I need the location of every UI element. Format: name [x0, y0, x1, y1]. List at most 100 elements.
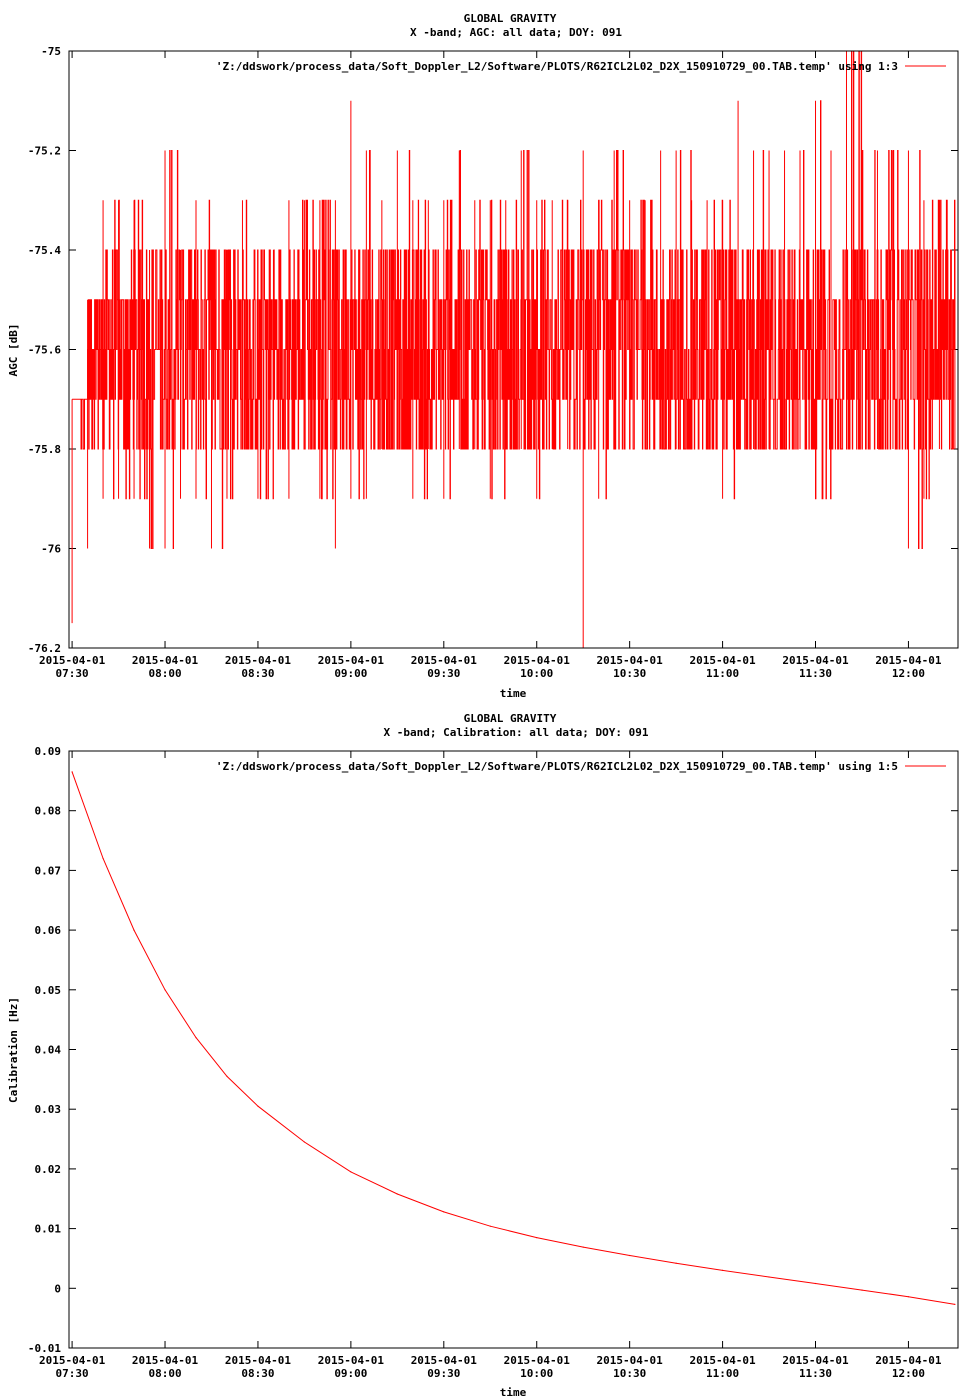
x-tick-date-label: 2015-04-01 — [597, 1354, 664, 1367]
calibration-point — [350, 1171, 352, 1173]
x-tick-date-label: 2015-04-01 — [318, 1354, 385, 1367]
calibration-x-axis-label: time — [500, 1386, 527, 1399]
x-tick-time-label: 07:30 — [56, 1367, 89, 1380]
calibration-point — [396, 1193, 398, 1195]
y-tick-label: 0.04 — [35, 1044, 62, 1057]
calibration-point — [814, 1282, 817, 1285]
calibration-point — [133, 929, 135, 931]
y-tick-label: -75 — [41, 45, 61, 58]
agc-plot-border — [68, 50, 959, 649]
x-tick-date-label: 2015-04-01 — [411, 1354, 478, 1367]
x-tick-date-label: 2015-04-01 — [132, 1354, 199, 1367]
calibration-series — [71, 771, 956, 1305]
x-tick-time-label: 11:00 — [706, 1367, 739, 1380]
x-tick-time-label: 10:30 — [613, 1367, 646, 1380]
y-tick-label: -75.6 — [28, 344, 61, 357]
y-tick-label: 0.05 — [35, 984, 62, 997]
x-tick-date-label: 2015-04-01 — [132, 654, 199, 667]
x-tick-time-label: 10:30 — [613, 667, 646, 680]
y-tick-label: 0 — [54, 1282, 61, 1295]
x-tick-date-label: 2015-04-01 — [39, 654, 106, 667]
calibration-x-tick-labels: 2015-04-0107:302015-04-0108:002015-04-01… — [39, 1354, 942, 1380]
y-tick-label: 0.06 — [35, 924, 62, 937]
calibration-series-line — [71, 771, 955, 1305]
agc-legend-label: 'Z:/ddswork/process_data/Soft_Doppler_L2… — [216, 60, 898, 73]
calibration-point — [195, 1037, 197, 1039]
x-tick-date-label: 2015-04-01 — [504, 654, 571, 667]
y-tick-label: 0.09 — [35, 745, 62, 758]
y-tick-label: 0.03 — [35, 1103, 62, 1116]
x-tick-time-label: 09:30 — [427, 667, 460, 680]
x-tick-time-label: 08:00 — [148, 667, 181, 680]
calibration-chart-subtitle: X -band; Calibration: all data; DOY: 091 — [384, 726, 649, 739]
y-tick-label: -75.4 — [28, 244, 61, 257]
calibration-point — [102, 857, 104, 860]
x-tick-date-label: 2015-04-01 — [411, 654, 478, 667]
x-tick-date-label: 2015-04-01 — [689, 654, 756, 667]
calibration-point — [954, 1303, 956, 1305]
calibration-y-axis-label: Calibration [Hz] — [7, 997, 20, 1103]
y-tick-label: -76.2 — [28, 642, 61, 655]
x-tick-time-label: 11:30 — [799, 1367, 832, 1380]
x-tick-date-label: 2015-04-01 — [39, 1354, 106, 1367]
x-tick-date-label: 2015-04-01 — [225, 1354, 292, 1367]
x-tick-date-label: 2015-04-01 — [782, 1354, 849, 1367]
y-tick-label: 0.08 — [35, 805, 62, 818]
x-tick-time-label: 10:00 — [520, 667, 553, 680]
agc-y-tick-labels: -75 -75.2 -75.4 -75.6 -75.8 -76 -76.2 — [28, 45, 61, 655]
x-tick-date-label: 2015-04-01 — [875, 654, 942, 667]
x-tick-date-label: 2015-04-01 — [782, 654, 849, 667]
calibration-point — [226, 1075, 228, 1077]
calibration-point — [722, 1269, 724, 1271]
agc-series — [71, 50, 956, 648]
y-tick-label: 0.07 — [35, 864, 62, 877]
calibration-point — [582, 1246, 584, 1248]
agc-panel: GLOBAL GRAVITY X -band; AGC: all data; D… — [7, 12, 959, 700]
x-tick-time-label: 08:30 — [241, 667, 274, 680]
y-tick-label: -76 — [41, 543, 61, 556]
agc-x-axis-label: time — [500, 687, 527, 700]
calibration-chart-title: GLOBAL GRAVITY — [464, 712, 557, 725]
calibration-panel: GLOBAL GRAVITY X -band; Calibration: all… — [7, 712, 959, 1399]
calibration-point — [303, 1141, 305, 1143]
x-tick-time-label: 09:00 — [334, 1367, 367, 1380]
calibration-point — [71, 771, 73, 773]
calibration-point — [861, 1289, 863, 1291]
x-tick-time-label: 09:30 — [427, 1367, 460, 1380]
x-tick-date-label: 2015-04-01 — [318, 654, 385, 667]
y-tick-label: -75.2 — [28, 145, 61, 158]
agc-chart-subtitle: X -band; AGC: all data; DOY: 091 — [410, 26, 622, 39]
x-tick-time-label: 12:00 — [892, 667, 925, 680]
x-tick-time-label: 11:00 — [706, 667, 739, 680]
calibration-point — [443, 1211, 445, 1213]
calibration-point — [489, 1225, 491, 1227]
x-tick-time-label: 12:00 — [892, 1367, 925, 1380]
x-tick-time-label: 08:30 — [241, 1367, 274, 1380]
x-tick-time-label: 11:30 — [799, 667, 832, 680]
calibration-point — [536, 1237, 538, 1239]
calibration-point — [257, 1105, 259, 1107]
x-tick-time-label: 08:00 — [148, 1367, 181, 1380]
y-tick-label: -0.01 — [28, 1342, 61, 1355]
x-tick-time-label: 09:00 — [334, 667, 367, 680]
x-tick-date-label: 2015-04-01 — [875, 1354, 942, 1367]
calibration-point — [675, 1262, 677, 1264]
calibration-point — [629, 1254, 631, 1257]
calibration-legend-label: 'Z:/ddswork/process_data/Soft_Doppler_L2… — [216, 760, 898, 773]
x-tick-date-label: 2015-04-01 — [689, 1354, 756, 1367]
x-tick-date-label: 2015-04-01 — [225, 654, 292, 667]
y-tick-label: 0.01 — [35, 1223, 62, 1236]
agc-x-tick-labels: 2015-04-0107:302015-04-0108:002015-04-01… — [39, 654, 942, 680]
x-tick-time-label: 10:00 — [520, 1367, 553, 1380]
x-tick-date-label: 2015-04-01 — [504, 1354, 571, 1367]
calibration-y-tick-labels: 0.09 0.08 0.07 0.06 0.05 0.04 0.03 0.02 0.01 0 -0.… — [28, 745, 61, 1355]
calibration-point — [907, 1296, 910, 1298]
x-tick-date-label: 2015-04-01 — [597, 654, 664, 667]
x-tick-time-label: 07:30 — [56, 667, 89, 680]
agc-y-axis-label: AGC [dB] — [7, 324, 20, 377]
agc-chart-title: GLOBAL GRAVITY — [464, 12, 557, 25]
agc-series-line — [72, 50, 956, 549]
calibration-plot-border — [68, 750, 959, 1349]
y-tick-label: -75.8 — [28, 443, 61, 456]
